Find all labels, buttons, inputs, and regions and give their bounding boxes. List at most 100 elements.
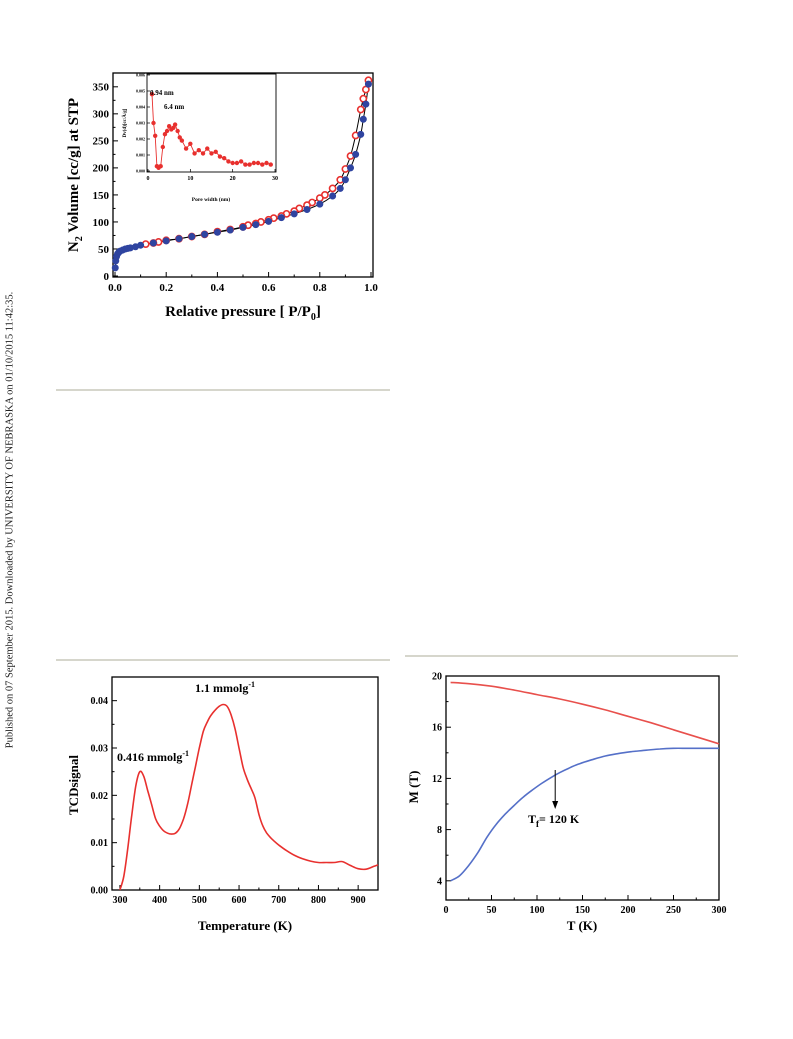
adsorption-point [362,100,370,108]
adsorption-point [347,164,355,172]
inset-ytick-label: 0.005 [136,89,145,94]
inset-psd-point [166,124,172,129]
tpd-ytick-label: 0.00 [91,886,109,897]
inset-psd-point [175,128,180,134]
inset-annotation-64: 6.4 nm [164,103,184,111]
inset-psd-point [196,148,201,153]
adsorption-point [226,226,234,234]
inset-psd-point [172,122,178,127]
tpd-xtick-label: 700 [271,895,286,906]
inset-psd-point [264,160,269,166]
adsorption-point [277,214,285,222]
magnet-plot-frame [445,675,720,901]
magnet-xtick-label: 250 [666,905,681,916]
inset-x-axis-label: Pore width (nm) [192,196,231,203]
tpd-ytick-label: 0.03 [91,744,109,755]
inset-xtick-label: 20 [230,176,236,182]
inset-psd-point [217,154,223,159]
inset-ytick-label: 0.000 [136,169,145,174]
adsorption-point [336,184,344,192]
isotherm-xtick-label: 0.0 [108,282,122,294]
adsorption-point [329,192,337,200]
inset-ytick-label: 0.006 [136,73,145,78]
tf-annotation: Tf= 120 K [528,812,580,829]
magnet-red-line [450,681,720,745]
tpd-ytick-label: 0.04 [91,696,109,707]
isotherm-xtick-label: 0.2 [159,282,173,294]
inset-psd-point [164,128,170,134]
isotherm-ytick-label: 200 [93,163,110,175]
inset-annotation-094: 0.94 nm [150,89,174,97]
inset-psd-point [268,162,273,167]
inset-ytick-label: 0.003 [136,121,145,126]
adsorption-point [316,200,324,208]
tcd-signal-line [119,703,379,891]
adsorption-point [149,239,157,247]
inset-ytick-label: 0.002 [136,137,145,142]
inset-psd-point [238,159,244,164]
tpd-ytick-label: 0.01 [91,838,109,849]
inset-psd-point [160,144,166,150]
inset-psd-point [179,138,185,143]
magnet-xtick-label: 150 [575,905,590,916]
isotherm-ytick-label: 50 [98,244,110,256]
tpd-xtick-label: 300 [112,895,127,906]
inset-psd-point [149,92,155,97]
inset-xtick-label: 10 [187,176,193,182]
magnet-x-axis-label: T (K) [567,918,597,933]
tpd-xtick-label: 500 [192,895,207,906]
inset-psd-point [260,162,265,167]
inset-psd-point [243,162,248,167]
isotherm-ytick-label: 100 [93,217,110,229]
inset-ytick-label: 0.001 [136,153,145,158]
inset-psd-point [247,162,252,167]
inset-psd-point [151,120,156,126]
adsorption-point [290,210,298,218]
magnet-blue-line [450,747,719,882]
inset-psd-point [209,151,214,156]
inset-xtick-label: 30 [272,176,278,182]
tpd-annotation-high: 1.1 mmolg-1 [195,680,255,695]
adsorption-point [359,115,367,123]
isotherm-ylabel-post: Volume [cc/g] at STP [66,98,82,236]
magnet-xtick-label: 0 [444,905,449,916]
isotherm-x-axis-label: Relative pressure [ P/P0] [165,304,321,323]
adsorption-point [175,235,183,243]
inset-psd-point [251,160,257,166]
inset-psd-point [230,160,235,166]
adsorption-point [265,217,273,225]
tpd-plot-frame [111,676,379,891]
inset-psd-point [152,133,158,138]
adsorption-point [162,237,170,245]
tpd-xtick-label: 900 [351,895,366,906]
tpd-ytick-label: 0.02 [91,791,109,802]
isotherm-ytick-label: 0 [104,271,110,283]
divider-bottom-right [405,655,738,657]
isotherm-y-axis-label: N2 Volume [cc/g] at STP [66,98,85,252]
isotherm-xtick-label: 0.6 [262,282,276,294]
tpd-y-axis-label: TCDsignal [66,755,81,815]
adsorption-point [252,221,260,229]
inset-psd-point [183,146,189,151]
inset-psd-point [255,160,261,166]
adsorption-point [188,233,196,241]
tpd-annotation-low: 0.416 mmolg-1 [117,749,189,764]
inset-psd-point [158,164,163,169]
adsorption-point [201,230,209,238]
inset-psd-point [222,156,227,161]
isotherm-ylabel-sub: 2 [74,236,85,241]
tpd-xtick-label: 800 [311,895,326,906]
desorption-point [328,184,337,193]
adsorption-point [239,223,247,231]
tpd-xtick-label: 400 [152,895,167,906]
inset-ytick-label: 0.004 [136,105,145,110]
adsorption-point [303,206,311,214]
inset-psd-point [226,159,231,164]
isotherm-ytick-label: 250 [93,136,110,148]
adsorption-point [364,80,372,88]
magnet-ytick-label: 16 [432,723,442,734]
adsorption-point [213,228,221,236]
